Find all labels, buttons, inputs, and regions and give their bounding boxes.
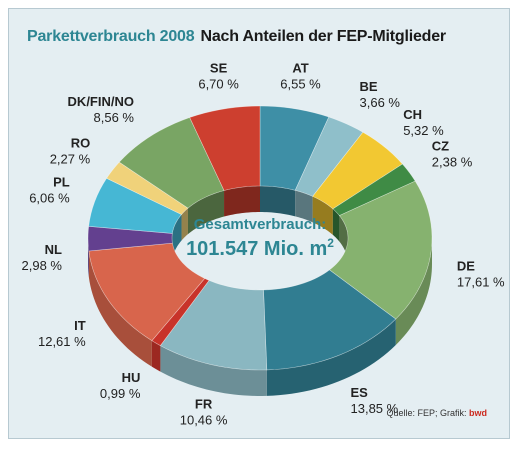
slice-value-nl: 2,98 %: [22, 258, 63, 273]
donut-side-8: [88, 251, 152, 367]
donut-tops: [87, 105, 433, 371]
slice-label-it: IT: [74, 318, 86, 333]
slice-label-be: BE: [360, 79, 378, 94]
slice-label-at: AT: [292, 60, 308, 75]
slice-label-fr: FR: [195, 396, 213, 411]
donut-inner-wall-11-1: [181, 208, 188, 241]
slice-value-hu: 0,99 %: [100, 386, 141, 401]
donut-inner-wall-13-1: [224, 186, 260, 217]
slice-label-cz: CZ: [432, 139, 449, 154]
donut-inner-wall-12-1: [187, 190, 225, 235]
slice-label-nl: NL: [45, 242, 62, 257]
donut-center: Gesamtverbrauch: 101.547 Mio. m2: [186, 216, 334, 260]
chart-title-main: Parkettverbrauch 2008: [27, 28, 195, 45]
center-title: Gesamtverbrauch:: [194, 216, 327, 233]
donut-sides: [88, 186, 432, 396]
slice-label-ro: RO: [71, 136, 91, 151]
chart-subtitle: Nach Anteilen der FEP-Mitglieder: [200, 28, 446, 45]
slice-value-it: 12,61 %: [38, 334, 86, 349]
slice-label-dk-fin-no: DK/FIN/NO: [68, 94, 134, 109]
slice-value-cz: 2,38 %: [432, 155, 473, 170]
slice-label-hu: HU: [122, 370, 141, 385]
donut-inner-wall-1-0: [295, 190, 313, 223]
donut-slice-se: [189, 105, 261, 191]
slice-value-at: 6,55 %: [280, 76, 321, 91]
center-value: 101.547 Mio. m2: [186, 236, 334, 260]
donut-inner-wall-0-0: [260, 186, 296, 217]
slice-label-ch: CH: [403, 107, 422, 122]
center-value-number: 101.547 Mio. m: [186, 238, 327, 260]
donut-side-4: [395, 238, 432, 346]
donut-inner-wall-2-0: [312, 196, 333, 235]
donut-side-5: [266, 319, 396, 396]
donut-inner-wall-3-0: [332, 208, 340, 242]
donut-side-7: [151, 340, 161, 372]
slice-label-se: SE: [210, 61, 228, 76]
slice-value-se: 6,70 %: [198, 77, 239, 92]
slice-labels: AT6,55 % BE3,66 %CH5,32 %CZ2,38 % DE17,61 …: [22, 60, 506, 427]
slice-value-be: 3,66 %: [360, 95, 401, 110]
slice-value-ro: 2,27 %: [50, 152, 91, 167]
slice-value-de: 17,61 %: [457, 274, 505, 289]
slice-value-pl: 6,06 %: [29, 190, 70, 205]
slice-value-es: 13,85 %: [351, 401, 399, 416]
chart-title: Parkettverbrauch 2008 Nach Anteilen der F…: [27, 28, 446, 46]
slice-value-dk-fin-no: 8,56 %: [94, 110, 135, 125]
slice-label-es: ES: [351, 385, 369, 400]
donut-side-6: [160, 345, 267, 396]
slice-value-fr: 10,46 %: [180, 412, 228, 427]
slice-label-de: DE: [457, 258, 475, 273]
source-note: Quelle: FEP; Grafik: bwd: [386, 408, 487, 418]
source-brand: bwd: [469, 408, 487, 418]
slice-value-ch: 5,32 %: [403, 123, 444, 138]
slice-label-pl: PL: [53, 174, 70, 189]
center-value-sup: 2: [327, 236, 334, 250]
source-label: Quelle: FEP; Grafik:: [386, 408, 467, 418]
